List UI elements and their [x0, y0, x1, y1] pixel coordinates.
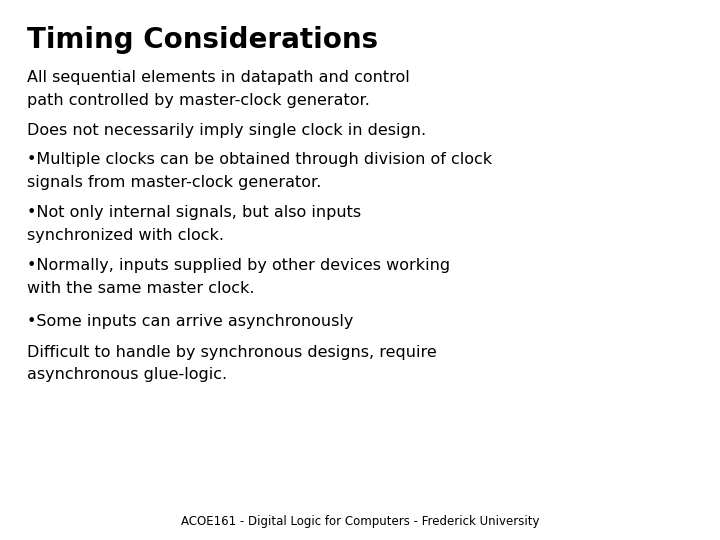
Text: path controlled by master-clock generator.: path controlled by master-clock generato… [27, 93, 370, 108]
Text: with the same master clock.: with the same master clock. [27, 281, 255, 296]
Text: •Some inputs can arrive asynchronously: •Some inputs can arrive asynchronously [27, 314, 354, 329]
Text: signals from master-clock generator.: signals from master-clock generator. [27, 175, 322, 190]
Text: ACOE161 - Digital Logic for Computers - Frederick University: ACOE161 - Digital Logic for Computers - … [181, 515, 539, 528]
Text: asynchronous glue-logic.: asynchronous glue-logic. [27, 367, 228, 382]
Text: •Multiple clocks can be obtained through division of clock: •Multiple clocks can be obtained through… [27, 152, 492, 167]
Text: All sequential elements in datapath and control: All sequential elements in datapath and … [27, 70, 410, 85]
Text: •Normally, inputs supplied by other devices working: •Normally, inputs supplied by other devi… [27, 258, 451, 273]
Text: •Not only internal signals, but also inputs: •Not only internal signals, but also inp… [27, 205, 361, 220]
Text: synchronized with clock.: synchronized with clock. [27, 228, 225, 243]
Text: Timing Considerations: Timing Considerations [27, 26, 379, 54]
Text: Difficult to handle by synchronous designs, require: Difficult to handle by synchronous desig… [27, 345, 437, 360]
Text: Does not necessarily imply single clock in design.: Does not necessarily imply single clock … [27, 123, 426, 138]
